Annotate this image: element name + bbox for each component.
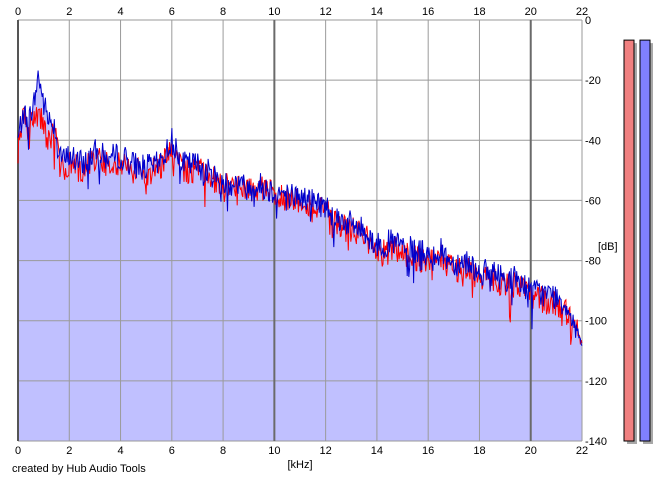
x-tick-label-bottom: 10	[268, 445, 280, 457]
right-level-meter	[639, 39, 651, 442]
x-tick-label-top: 0	[15, 6, 21, 18]
x-tick-label-bottom: 6	[169, 445, 175, 457]
credit-text: created by Hub Audio Tools	[12, 463, 146, 475]
y-tick-label: -140	[585, 436, 607, 448]
x-tick-label-bottom: 20	[525, 445, 537, 457]
x-tick-label-top: 22	[576, 6, 588, 18]
y-tick-label: -60	[585, 195, 601, 207]
left-level-meter	[623, 39, 635, 442]
y-tick-label: -40	[585, 135, 601, 147]
x-tick-label-top: 16	[422, 6, 434, 18]
x-tick-label-top: 10	[268, 6, 280, 18]
x-tick-label-bottom: 18	[473, 445, 485, 457]
x-tick-label-bottom: 4	[117, 445, 123, 457]
x-tick-label-top: 20	[525, 6, 537, 18]
x-tick-label-top: 6	[169, 6, 175, 18]
x-axis-label: [kHz]	[287, 459, 312, 471]
y-axis-label: [dB]	[598, 241, 618, 253]
x-tick-label-top: 2	[66, 6, 72, 18]
x-tick-label-bottom: 0	[15, 445, 21, 457]
x-tick-label-top: 4	[117, 6, 123, 18]
x-tick-label-bottom: 14	[371, 445, 383, 457]
x-tick-label-bottom: 16	[422, 445, 434, 457]
x-tick-label-bottom: 12	[320, 445, 332, 457]
x-tick-label-bottom: 2	[66, 445, 72, 457]
y-tick-label: -100	[585, 316, 607, 328]
y-tick-label: -120	[585, 376, 607, 388]
x-tick-label-bottom: 22	[576, 445, 588, 457]
series-blue-line	[17, 70, 583, 346]
y-tick-label: -80	[585, 256, 601, 268]
x-tick-label-top: 14	[371, 6, 383, 18]
x-tick-label-bottom: 8	[220, 445, 226, 457]
x-tick-label-top: 18	[473, 6, 485, 18]
y-tick-label: -20	[585, 75, 601, 87]
x-tick-label-top: 12	[320, 6, 332, 18]
x-tick-label-top: 8	[220, 6, 226, 18]
y-tick-label: 0	[585, 15, 591, 27]
